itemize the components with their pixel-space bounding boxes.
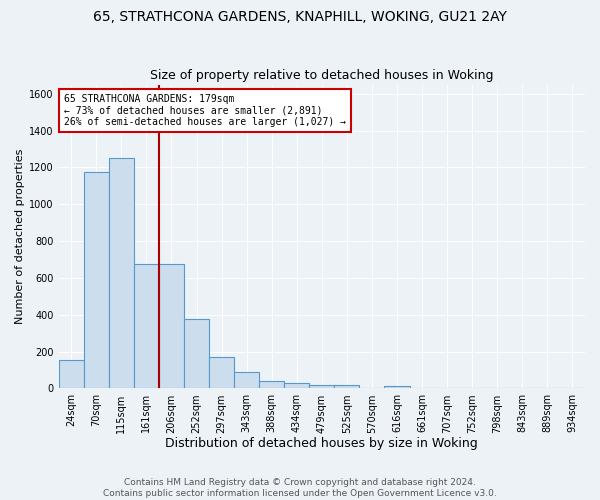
Text: 65 STRATHCONA GARDENS: 179sqm
← 73% of detached houses are smaller (2,891)
26% o: 65 STRATHCONA GARDENS: 179sqm ← 73% of d… (64, 94, 346, 127)
Y-axis label: Number of detached properties: Number of detached properties (15, 149, 25, 324)
Bar (134, 264, 159, 388)
Bar (385, 386, 410, 388)
Bar (184, 320, 209, 388)
Bar (284, 383, 309, 388)
X-axis label: Distribution of detached houses by size in Woking: Distribution of detached houses by size … (166, 437, 478, 450)
Bar (234, 372, 259, 388)
Bar (209, 357, 234, 388)
Bar (159, 264, 184, 388)
Bar (84, 172, 109, 388)
Text: 65, STRATHCONA GARDENS, KNAPHILL, WOKING, GU21 2AY: 65, STRATHCONA GARDENS, KNAPHILL, WOKING… (93, 10, 507, 24)
Bar (109, 158, 134, 388)
Text: Contains HM Land Registry data © Crown copyright and database right 2024.
Contai: Contains HM Land Registry data © Crown c… (103, 478, 497, 498)
Bar (334, 385, 359, 388)
Title: Size of property relative to detached houses in Woking: Size of property relative to detached ho… (150, 69, 494, 82)
Bar (259, 381, 284, 388)
Bar (309, 385, 334, 388)
Bar (59, 360, 84, 388)
